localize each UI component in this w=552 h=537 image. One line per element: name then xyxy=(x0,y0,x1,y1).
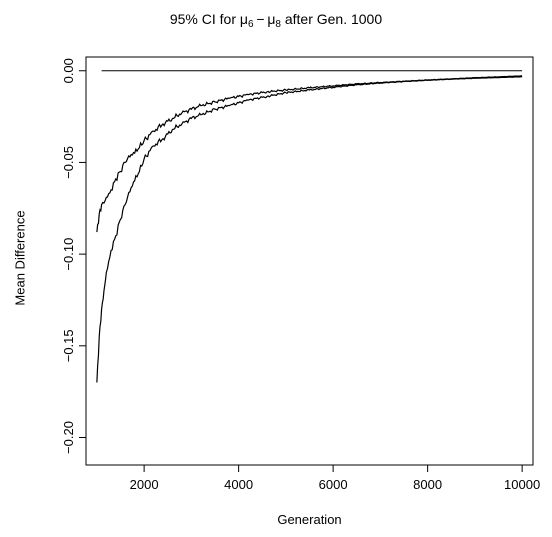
y-axis: 0.00 −0.05 −0.10 −0.15 −0.20 xyxy=(61,58,86,454)
plot-lines xyxy=(96,70,523,383)
x-axis: 2000 4000 6000 8000 10000 xyxy=(130,465,540,492)
x-tick-label: 8000 xyxy=(413,477,442,492)
x-tick-label: 10000 xyxy=(504,477,540,492)
upper-ci-line xyxy=(96,75,523,233)
chart-title: 95% CI for μ6 − μ8 after Gen. 1000 xyxy=(169,11,383,30)
x-axis-label: Generation xyxy=(277,512,342,527)
x-tick-label: 4000 xyxy=(224,477,253,492)
y-tick-label: −0.15 xyxy=(61,329,76,362)
x-tick-label: 6000 xyxy=(319,477,348,492)
y-tick-label: 0.00 xyxy=(61,58,76,83)
plot-frame xyxy=(85,56,534,466)
x-tick-label: 2000 xyxy=(130,477,159,492)
y-tick-label: −0.05 xyxy=(61,146,76,179)
y-tick-label: −0.20 xyxy=(61,421,76,454)
y-tick-label: −0.10 xyxy=(61,238,76,271)
y-axis-label: Mean Difference xyxy=(12,210,28,306)
lower-ci-line xyxy=(96,76,523,383)
